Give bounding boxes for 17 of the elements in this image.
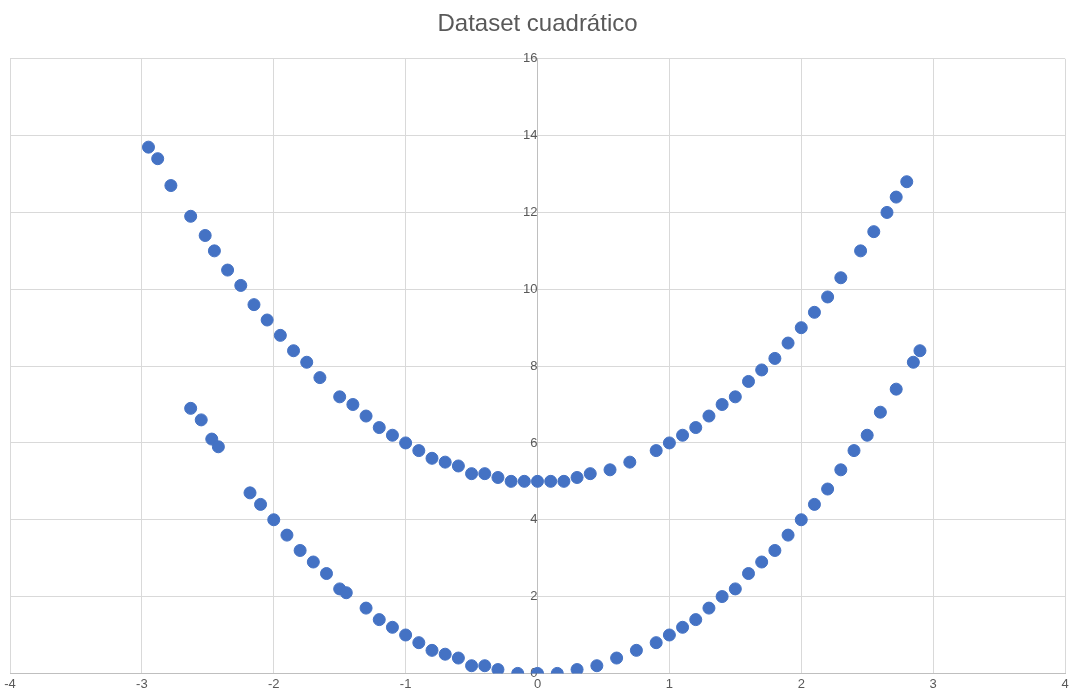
y-tick-label: 6 [530,434,538,450]
y-tick-label: 4 [530,511,538,527]
x-tick-label: 2 [797,675,805,691]
y-tick-label: 12 [523,204,538,220]
x-tick-label: 1 [665,675,673,691]
y-tick-label: 2 [530,588,538,604]
x-tick-label: -2 [267,675,280,691]
chart-title: Dataset cuadrático [437,9,638,37]
y-tick-label: 14 [523,127,538,143]
x-tick-label: -3 [136,675,148,691]
y-tick-label: 16 [523,50,538,66]
x-tick-label: 3 [929,675,937,691]
y-tick-label: 10 [523,280,538,296]
x-tick-label: 4 [1061,675,1069,691]
y-tick-label: 8 [530,357,538,373]
x-tick-label: -1 [399,675,412,691]
x-tick-label: -4 [4,675,16,691]
